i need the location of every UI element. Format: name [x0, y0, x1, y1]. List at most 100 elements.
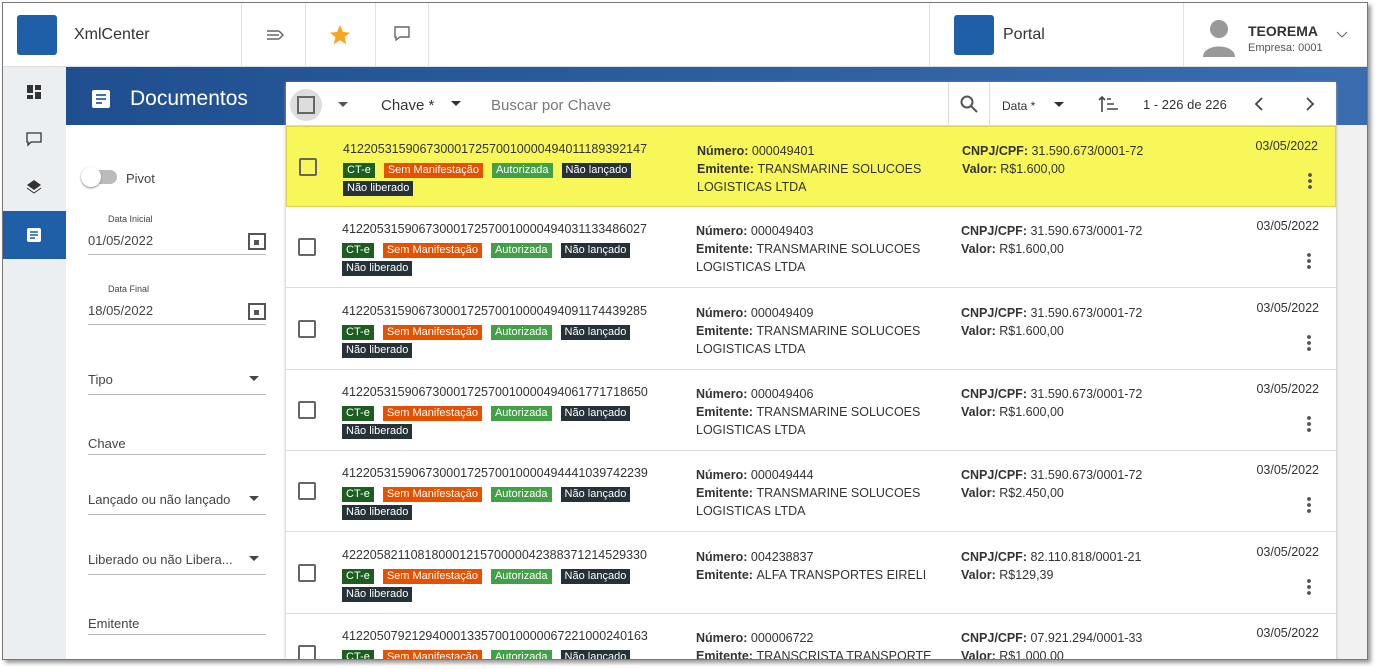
row-checkbox[interactable] — [298, 563, 316, 582]
side-rail — [3, 67, 66, 659]
filter-panel: Pivot Data Inicial 01/05/2022 Data Final… — [66, 125, 286, 659]
payment-info: CNPJ/CPF: 31.590.673/0001-72 Valor: R$1.6… — [961, 304, 1142, 340]
portal-link[interactable]: Portal — [1003, 26, 1045, 43]
document-row[interactable]: 4122050792129400013357001000006722100024… — [286, 614, 1336, 660]
menu-icon[interactable] — [265, 25, 285, 45]
status-tag: CT-e — [342, 649, 374, 659]
number-label: Número: — [696, 549, 748, 564]
select-menu[interactable] — [338, 102, 348, 108]
app-name: XmlCenter — [74, 26, 150, 43]
issuer: TRANSMARINE SOLUCOES LOGISTICAS LTDA — [696, 242, 921, 275]
issuer: TRANSMARINE SOLUCOES LOGISTICAS LTDA — [696, 404, 921, 437]
issuer-label: Emitente: — [696, 404, 753, 419]
payment-info: CNPJ/CPF: 82.110.818/0001-21 Valor: R$129… — [961, 548, 1141, 584]
field-arrow[interactable] — [451, 101, 461, 107]
value-label: Valor: — [961, 404, 996, 419]
chat-icon[interactable] — [393, 25, 413, 43]
issuer-label: Emitente: — [696, 567, 753, 582]
value: R$1.600,00 — [999, 242, 1064, 257]
row-menu[interactable] — [1307, 333, 1311, 352]
number-label: Número: — [697, 144, 749, 158]
dashboard-icon[interactable] — [27, 85, 41, 99]
cnpj: 31.590.673/0001-72 — [1030, 386, 1143, 401]
cnpj-label: CNPJ/CPF: — [961, 386, 1027, 401]
row-checkbox[interactable] — [298, 238, 316, 257]
row-menu[interactable] — [1307, 658, 1311, 659]
next-page[interactable] — [1305, 97, 1315, 111]
issuer-filter[interactable]: Emitente — [88, 616, 140, 631]
select-all[interactable] — [290, 89, 322, 121]
date: 03/05/2022 — [1256, 463, 1319, 478]
row-checkbox[interactable] — [298, 482, 316, 501]
company: Empresa: 0001 — [1248, 42, 1323, 54]
number-label: Número: — [696, 468, 748, 483]
cnpj: 82.110.818/0001-21 — [1030, 549, 1142, 564]
row-checkbox[interactable] — [298, 644, 316, 659]
row-checkbox[interactable] — [298, 400, 316, 419]
document-row[interactable]: 4222058211081800012157000004238837121452… — [286, 533, 1336, 614]
posted-filter[interactable]: Lançado ou não lançado — [88, 492, 231, 507]
search-field[interactable]: Chave * — [381, 97, 435, 114]
type-filter[interactable]: Tipo — [88, 372, 113, 387]
status-tag: Não liberado — [342, 505, 413, 521]
sort-order[interactable] — [1098, 95, 1120, 113]
search-input[interactable]: Buscar por Chave — [491, 97, 612, 114]
prev-page[interactable] — [1254, 97, 1264, 111]
number-line: Número: 000049401 — [697, 142, 937, 160]
number-line: Número: 000049409 — [696, 304, 936, 322]
document-info: Número: 000049406 Emitente: TRANSMARINE S… — [696, 385, 936, 439]
row-menu[interactable] — [1307, 577, 1311, 596]
value: R$1.600,00 — [999, 404, 1064, 419]
value-label: Valor: — [961, 486, 996, 501]
cnpj: 07.921.294/0001-33 — [1030, 630, 1143, 645]
number: 000049403 — [750, 224, 814, 239]
search-icon[interactable] — [960, 95, 978, 113]
value-line: Valor: R$129,39 — [961, 566, 1141, 584]
row-menu[interactable] — [1308, 172, 1312, 190]
access-key: 4122053159067300017257001000049444103974… — [342, 466, 648, 481]
number-line: Número: 000049406 — [696, 385, 936, 403]
row-checkbox[interactable] — [298, 319, 316, 338]
end-date[interactable]: 18/05/2022 — [88, 303, 154, 318]
avatar[interactable] — [1201, 17, 1237, 57]
issuer-line: Emitente: TRANSMARINE SOLUCOES LOGISTICA… — [696, 403, 936, 439]
start-date[interactable]: 01/05/2022 — [88, 233, 154, 248]
document-row[interactable]: 4122053159067300017257001000049409117443… — [286, 289, 1336, 370]
tags: CT-e Sem Manifestação Autorizada Não lançad… — [342, 566, 662, 602]
calendar-icon[interactable] — [248, 231, 266, 251]
status-tag: Sem Manifestação — [382, 405, 482, 421]
status-tag: CT-e — [342, 243, 374, 259]
layers-icon[interactable] — [26, 179, 42, 194]
app-logo[interactable] — [17, 15, 57, 55]
portal-logo[interactable] — [954, 15, 994, 55]
active-nav[interactable] — [3, 211, 66, 259]
tags: CT-e Sem Manifestação Autorizada Não lançad… — [342, 647, 662, 659]
status-tag: Não lançado — [560, 649, 631, 659]
pivot-toggle[interactable] — [81, 167, 117, 187]
released-filter[interactable]: Liberado ou não Libera... — [88, 552, 233, 567]
row-menu[interactable] — [1307, 496, 1311, 515]
document-row[interactable]: 4122053159067300017257001000049444103974… — [286, 451, 1336, 533]
user-menu-arrow[interactable] — [1336, 31, 1348, 39]
key-filter[interactable]: Chave — [88, 436, 126, 451]
issuer: TRANSCRISTA TRANSPORTE — [756, 648, 932, 660]
sort-field[interactable]: Data * — [1002, 99, 1036, 113]
value-label: Valor: — [961, 323, 996, 338]
calendar-icon[interactable] — [248, 301, 266, 321]
document-row[interactable]: 4122053159067300017257001000049406177171… — [286, 370, 1336, 451]
document-row[interactable]: 4122053159067300017257001000049401118939… — [286, 126, 1336, 207]
document-row[interactable]: 4122053159067300017257001000049403113348… — [286, 207, 1336, 289]
row-menu[interactable] — [1307, 414, 1311, 433]
sort-arrow[interactable] — [1054, 102, 1064, 108]
row-checkbox[interactable] — [299, 158, 317, 176]
value: R$1.600,00 — [999, 323, 1064, 338]
status-tag: Não liberado — [342, 342, 413, 358]
favorite-icon[interactable] — [329, 24, 351, 46]
number-label: Número: — [696, 224, 748, 239]
messages-icon[interactable] — [26, 132, 42, 147]
row-menu[interactable] — [1307, 252, 1311, 271]
status-tag: Não liberado — [342, 261, 413, 277]
value-line: Valor: R$1.600,00 — [962, 160, 1143, 178]
issuer-label: Emitente: — [697, 162, 754, 176]
value-label: Valor: — [961, 567, 996, 582]
